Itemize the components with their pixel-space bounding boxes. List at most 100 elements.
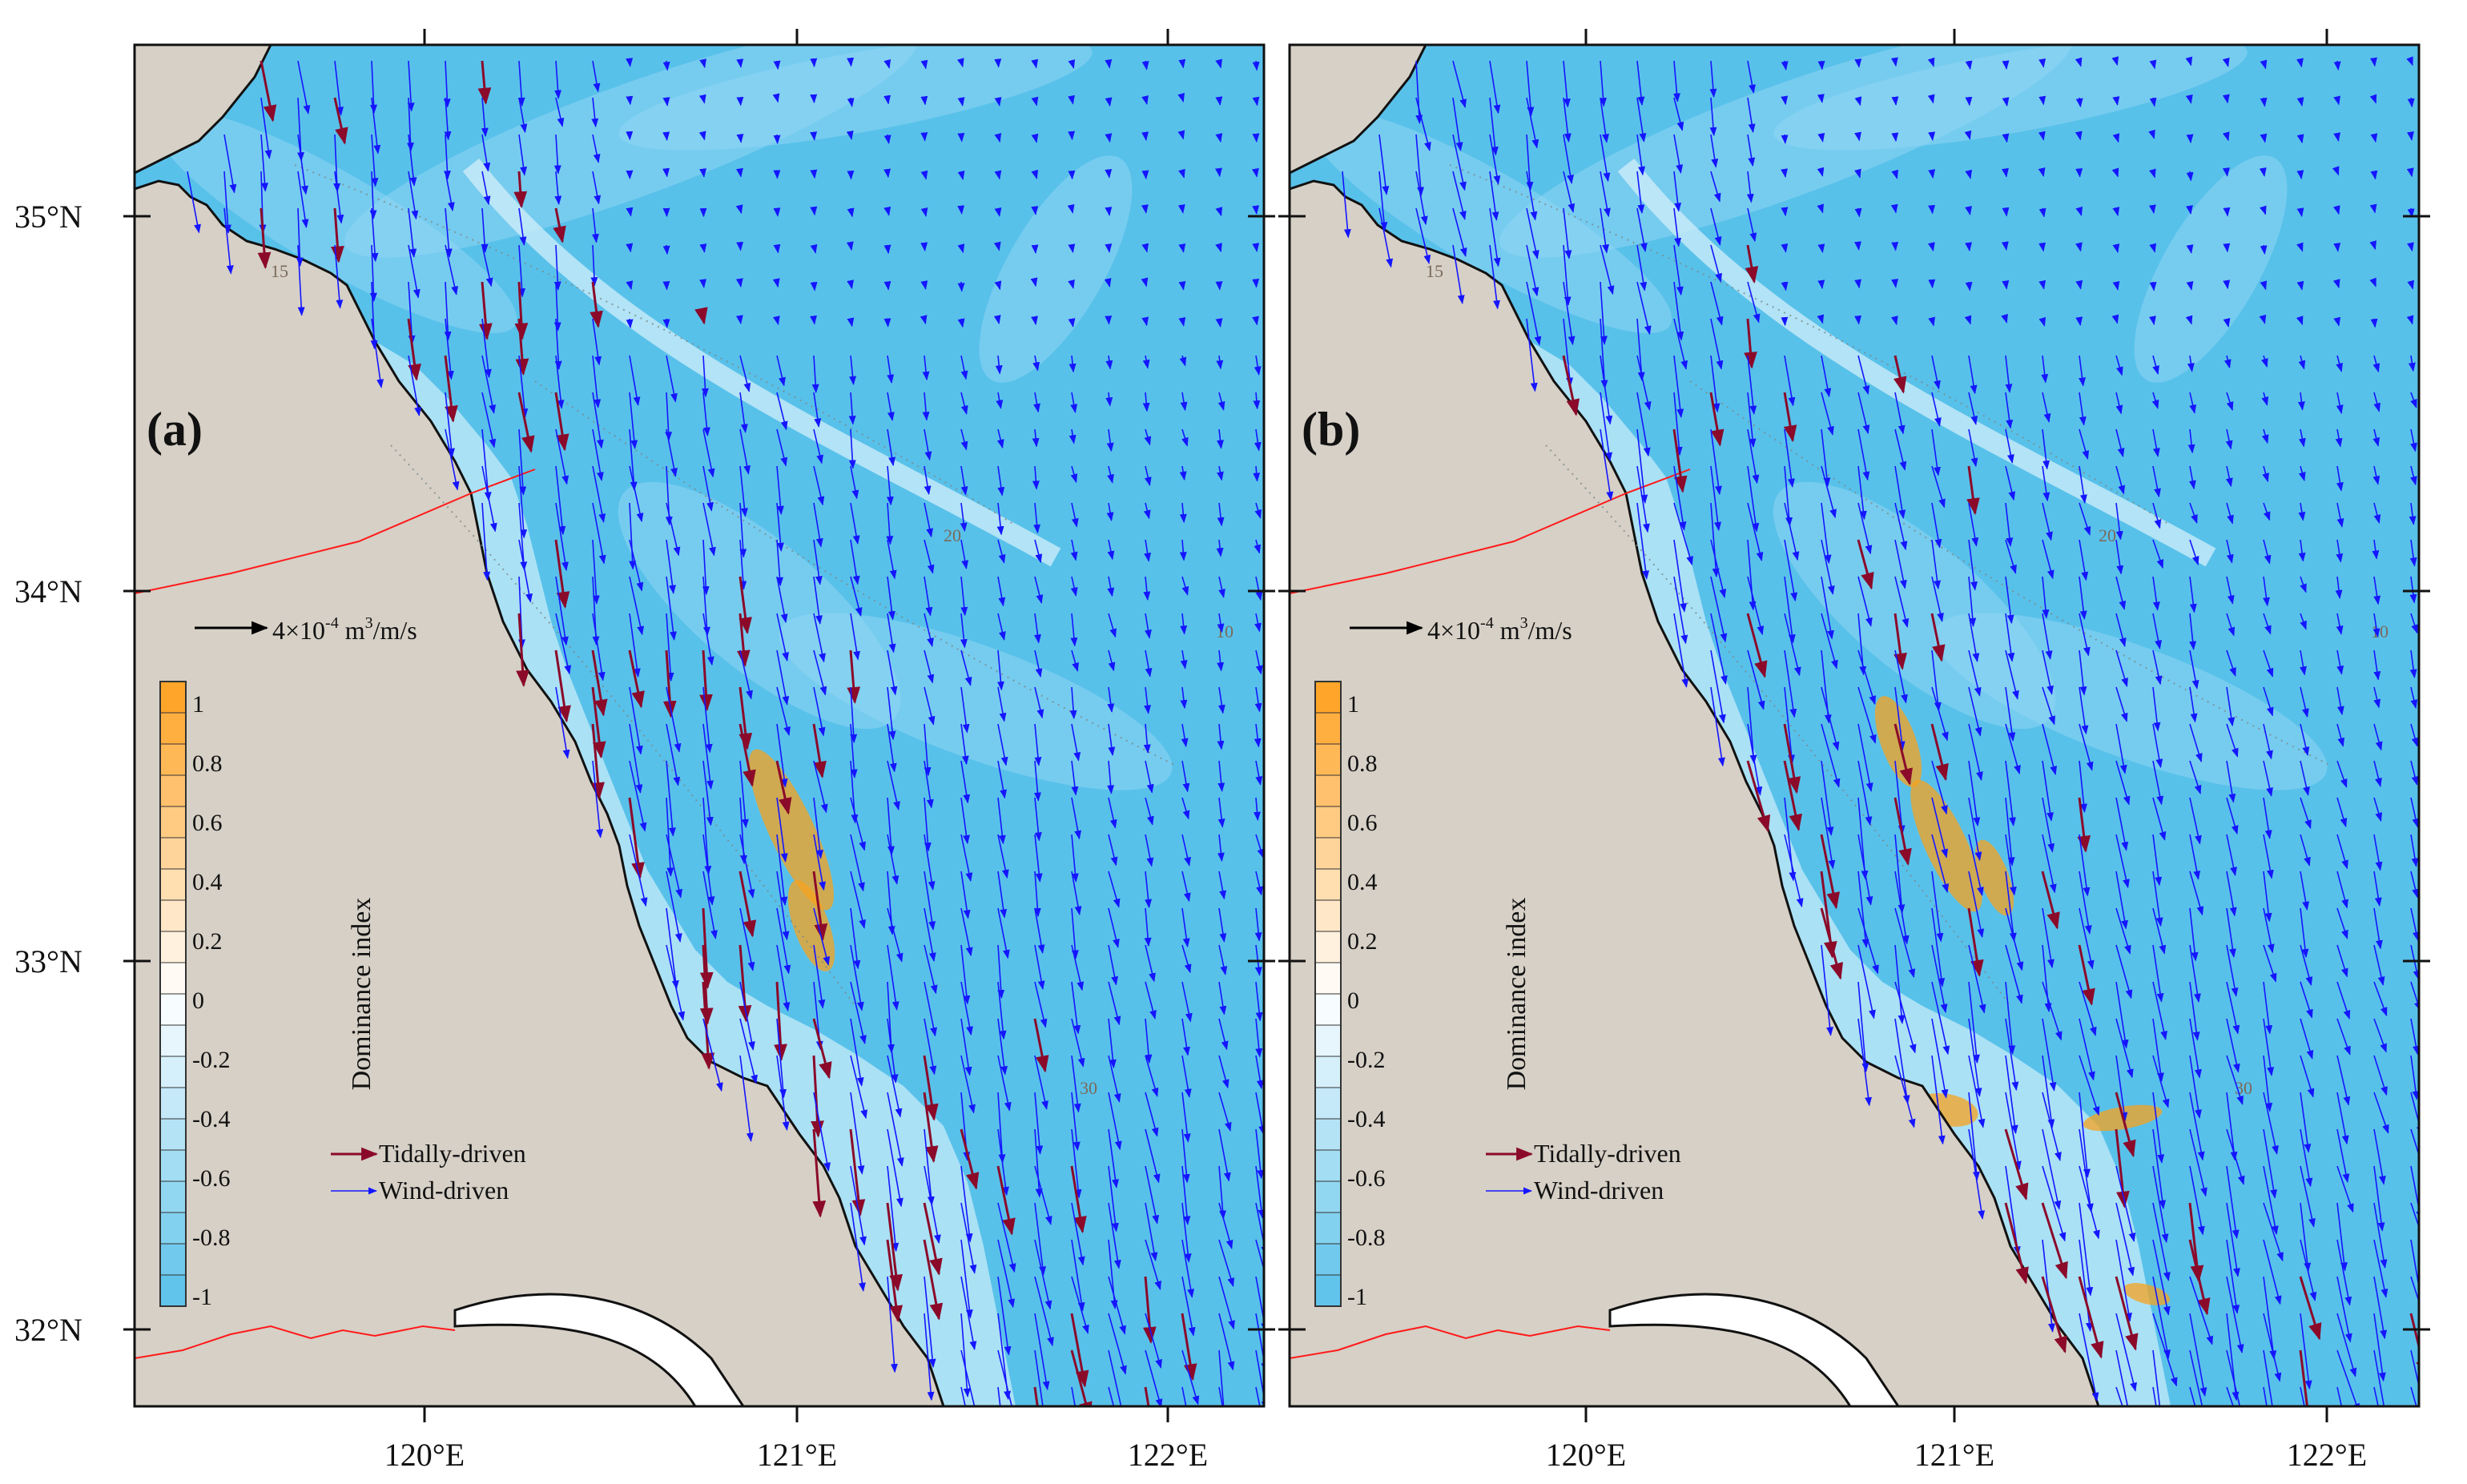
- wind-flux-arrow: [2296, 97, 2304, 107]
- wind-flux-arrow: [924, 613, 934, 647]
- wind-flux-arrow: [1636, 134, 1646, 176]
- tidal-flux-arrow: [517, 392, 535, 453]
- wind-flux-arrow: [960, 1055, 976, 1114]
- wind-flux-arrow: [1600, 60, 1607, 107]
- wind-flux-arrow: [1145, 944, 1156, 983]
- wind-flux-arrow: [371, 318, 384, 388]
- wind-flux-arrow: [1145, 981, 1157, 1019]
- wind-flux-arrow: [2115, 392, 2123, 415]
- colorbar-cell: [1314, 806, 1342, 839]
- wind-flux-arrow: [554, 318, 562, 371]
- wind-flux-arrow: [887, 650, 898, 696]
- wind-flux-arrow: [887, 1165, 899, 1253]
- wind-flux-arrow: [1108, 1018, 1117, 1069]
- wind-flux-arrow: [2112, 207, 2120, 217]
- wind-flux-arrow: [2111, 167, 2119, 178]
- wind-flux-arrow: [1636, 281, 1652, 336]
- wind-flux-arrow: [960, 613, 968, 649]
- wind-flux-arrow: [887, 760, 900, 811]
- province-boundary-north: [135, 469, 536, 594]
- wind-flux-arrow: [810, 169, 818, 179]
- wind-flux-arrow: [2296, 207, 2304, 218]
- wind-flux-arrow: [924, 428, 932, 461]
- wind-flux-arrow: [1452, 60, 1467, 109]
- colorbar-tick-label: -0.6: [192, 1165, 231, 1192]
- tidal-flux-arrow: [628, 797, 645, 880]
- wind-flux-arrow: [997, 1128, 1009, 1196]
- wind-flux-arrow: [1931, 355, 1941, 390]
- wind-flux-arrow: [1071, 1128, 1082, 1199]
- wind-flux-arrow: [1218, 1055, 1229, 1089]
- wind-flux-arrow: [2002, 97, 2010, 107]
- wind-flux-arrow: [1108, 723, 1116, 757]
- wind-flux-arrow: [592, 318, 602, 366]
- wind-flux-arrow: [2296, 280, 2304, 291]
- wind-flux-arrow: [1034, 834, 1043, 883]
- wind-flux-arrow: [960, 502, 968, 533]
- scale-label: 4×10-4 m3/m/s: [1427, 614, 1572, 645]
- tidal-flux-arrow: [591, 723, 605, 800]
- wind-flux-arrow: [1215, 281, 1223, 291]
- wind-flux-arrow: [2226, 392, 2234, 412]
- wind-flux-arrow: [334, 244, 344, 309]
- wind-flux-arrow: [1526, 244, 1539, 297]
- wind-flux-arrow: [702, 576, 710, 637]
- wind-flux-arrow: [1218, 576, 1225, 598]
- wind-flux-arrow: [518, 134, 527, 176]
- colorbar-tick-label: 0.2: [1347, 928, 1378, 955]
- wind-flux-arrow: [1068, 279, 1075, 289]
- colorbar: 1 0.8 0.6 0.4 0.2 0 -0.2 -0.4 -0.6 -0.8 -1 Dominanc…: [159, 681, 376, 1310]
- wind-flux-arrow: [2038, 131, 2046, 141]
- wind-flux-arrow: [887, 797, 895, 855]
- wind-flux-arrow: [773, 207, 781, 217]
- wind-flux-arrow: [960, 465, 968, 496]
- wind-flux-arrow: [736, 58, 744, 68]
- wind-flux-arrow: [776, 428, 788, 467]
- wind-flux-arrow: [1928, 316, 1935, 327]
- wind-flux-arrow: [1141, 131, 1149, 141]
- longitude-label: 120°E: [384, 1437, 465, 1473]
- wind-flux-arrow: [592, 392, 604, 449]
- colorbar-cell: [159, 712, 187, 745]
- wind-flux-arrow: [1255, 1313, 1264, 1372]
- wind-flux-arrow: [1071, 1018, 1085, 1068]
- shallow-coastal-band: [1530, 341, 2171, 1406]
- tidal-flux-arrow: [257, 207, 272, 270]
- tidal-flux-arrow: [738, 576, 752, 635]
- wind-flux-arrow: [1108, 1055, 1121, 1103]
- wind-flux-arrow: [702, 465, 714, 512]
- wind-flux-arrow: [810, 131, 818, 141]
- wind-flux-arrow: [1931, 428, 1941, 477]
- wind-flux-arrow: [481, 244, 493, 288]
- wind-flux-arrow: [883, 206, 891, 216]
- wind-flux-arrow: [957, 171, 965, 180]
- tidal-flux-arrow: [775, 760, 792, 815]
- wind-flux-arrow: [957, 281, 965, 292]
- wind-flux-arrow: [1636, 318, 1645, 382]
- wind-flux-arrow: [1854, 241, 1861, 251]
- wind-flux-arrow: [2298, 428, 2306, 448]
- wind-flux-arrow: [887, 834, 899, 885]
- wind-flux-arrow: [1145, 1018, 1153, 1064]
- legend-label: Tidally-driven: [1534, 1139, 1681, 1168]
- tidal-flux-arrow: [333, 97, 348, 145]
- wind-flux-arrow: [554, 171, 562, 205]
- wind-flux-arrow: [1747, 97, 1756, 133]
- wind-flux-arrow: [739, 834, 755, 899]
- wind-flux-arrow: [2372, 465, 2380, 485]
- wind-flux-arrow: [1636, 207, 1648, 252]
- wind-flux-arrow: [924, 502, 934, 538]
- wind-flux-arrow: [920, 132, 928, 142]
- wind-flux-arrow: [810, 58, 818, 68]
- wind-flux-arrow: [1071, 1386, 1076, 1406]
- wind-flux-arrow: [518, 539, 533, 603]
- wind-flux-arrow: [887, 355, 895, 384]
- wind-flux-arrow: [997, 1092, 1006, 1164]
- wind-flux-arrow: [1108, 1386, 1115, 1406]
- wind-flux-arrow: [735, 278, 743, 288]
- wind-flux-arrow: [1931, 465, 1946, 509]
- wind-flux-arrow: [997, 576, 1006, 607]
- wind-flux-arrow: [629, 760, 647, 832]
- wind-flux-arrow: [957, 243, 965, 254]
